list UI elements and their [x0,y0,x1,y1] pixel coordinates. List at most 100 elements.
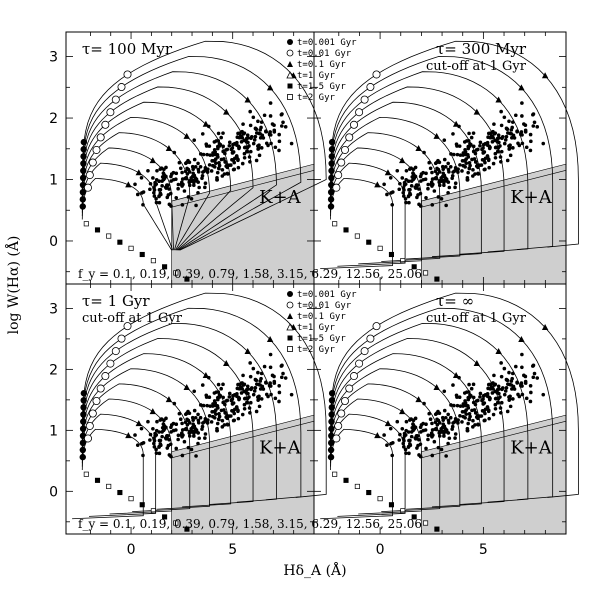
galaxy-point [245,400,249,405]
galaxy-point [510,120,515,124]
galaxy-point [185,422,190,427]
galaxy-point [492,122,496,126]
galaxy-point [504,377,509,382]
galaxy-point [491,387,495,391]
galaxy-point [259,120,264,124]
galaxy-point [532,120,537,125]
panel-subtitle: cut-off at 1 Gyr [426,59,527,74]
galaxy-point [468,163,472,168]
galaxy-point [227,395,232,399]
model-track [330,86,505,255]
galaxy-point [502,115,507,120]
galaxy-point [225,163,229,167]
marker-t01 [433,132,440,139]
galaxy-point [528,132,533,137]
galaxy-point [429,433,434,437]
galaxy-point [203,185,207,190]
galaxy-point [160,184,164,188]
galaxy-point [409,184,414,188]
galaxy-point [177,160,182,165]
marker-late-age [354,483,360,489]
galaxy-point [183,412,188,417]
legend-entry: t=0.1 Gyr [297,312,346,322]
galaxy-point [432,189,437,193]
galaxy-point [485,394,490,399]
legend-marker [287,94,293,100]
galaxy-point [486,409,491,414]
galaxy-point [190,164,195,169]
galaxy-point [520,352,524,357]
galaxy-point [433,412,438,417]
marker-t01 [374,181,381,188]
galaxy-point [208,404,212,408]
galaxy-point [258,387,263,391]
galaxy-point [215,178,219,182]
galaxy-point [428,417,433,422]
marker-t01 [266,84,274,91]
galaxy-point [283,124,288,129]
galaxy-point [211,163,215,168]
galaxy-point [220,418,225,423]
galaxy-point [428,166,433,171]
galaxy-point [478,395,482,399]
marker-late-age [117,489,123,496]
galaxy-point [432,439,437,444]
galaxy-point [242,402,247,407]
galaxy-point [235,406,239,411]
galaxy-point [442,138,447,142]
galaxy-point [180,203,185,207]
marker-late-age [150,258,156,264]
galaxy-point [471,144,476,149]
galaxy-point [436,195,441,199]
galaxy-point [201,421,205,425]
galaxy-point [212,410,216,414]
marker-late-age [139,502,145,508]
marker-t01 [135,169,142,176]
galaxy-point [192,178,197,183]
galaxy-point [421,428,426,433]
galaxy-point [508,404,513,409]
marker-late-age [184,526,190,532]
galaxy-point [253,377,258,382]
galaxy-point [235,155,239,160]
galaxy-point [415,446,419,450]
galaxy-point [269,392,273,397]
galaxy-point [444,454,448,458]
marker-late-age [173,270,179,276]
galaxy-point [480,147,484,152]
galaxy-point [257,131,261,136]
galaxy-point [283,376,288,380]
galaxy-point [398,181,402,186]
marker-late-age [354,233,360,239]
galaxy-point [174,171,179,176]
galaxy-point [231,409,236,414]
galaxy-point [401,441,406,446]
galaxy-point [511,397,515,401]
legend-entry: t=0.01 Gyr [297,49,352,59]
galaxy-point [178,166,183,171]
model-track [81,292,327,498]
marker-late-age [332,471,338,477]
panel-title: τ= 1 Gyr [82,292,150,310]
galaxy-point [402,180,407,185]
marker-late-age [422,270,429,276]
marker-t001 [360,347,369,356]
galaxy-point [520,101,524,105]
galaxy-point [430,170,434,175]
galaxy-point [205,403,210,408]
galaxy-point [192,183,196,188]
marker-t001 [366,334,375,343]
galaxy-point [495,400,500,405]
galaxy-point [253,386,258,390]
galaxy-point [272,381,277,385]
galaxy-point [500,386,505,390]
galaxy-point [451,170,455,174]
marker-t0001 [327,196,335,203]
galaxy-point [249,386,254,390]
galaxy-point [180,428,185,432]
galaxy-point [140,441,144,446]
galaxy-point [219,408,224,413]
galaxy-point [437,411,442,416]
galaxy-point [524,396,529,401]
galaxy-point [446,167,451,172]
